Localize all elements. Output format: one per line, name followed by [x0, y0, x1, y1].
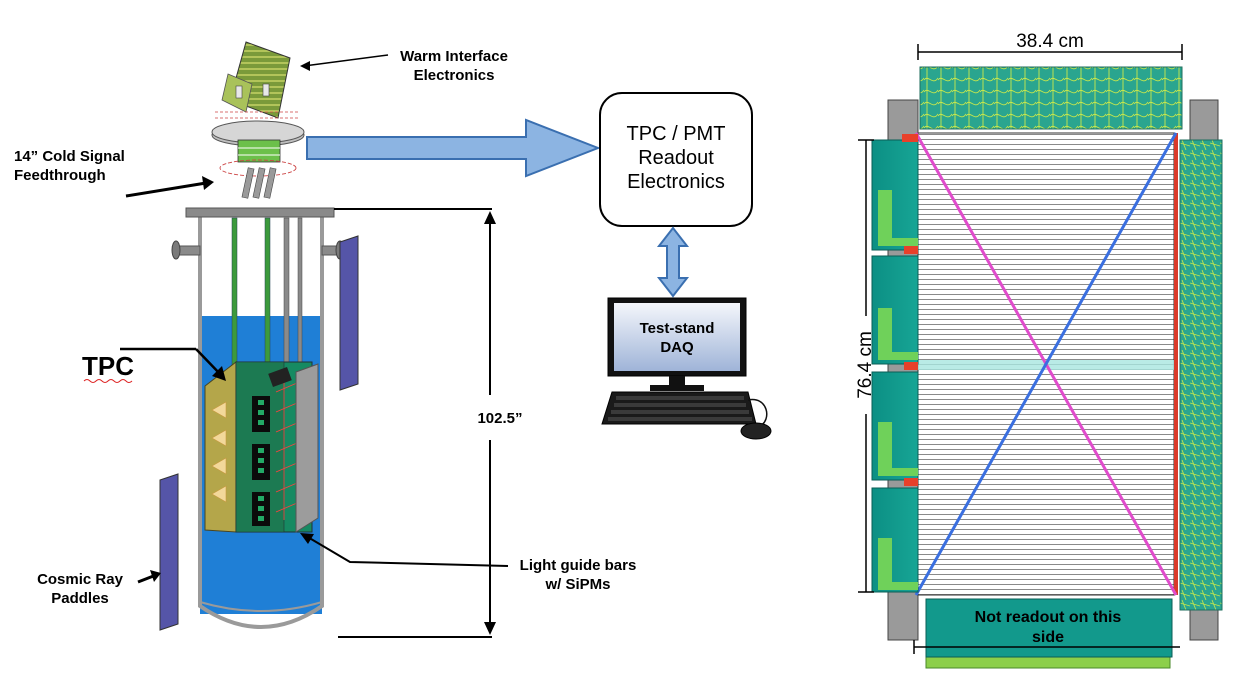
electronics-crate-icon	[215, 41, 298, 119]
readout-label: TPC / PMT Readout Electronics	[626, 123, 726, 193]
readout-box	[599, 92, 753, 227]
daq-link-arrow	[656, 226, 690, 298]
cosmic-paddle-upper	[339, 235, 359, 391]
width-dimension-label: 38.4 cm	[1016, 31, 1084, 52]
feedthrough-flange-icon	[211, 120, 305, 199]
tpc-assembly	[204, 360, 319, 533]
warm-interface-label: Warm Interface Electronics	[400, 48, 508, 84]
keyboard-icon	[601, 391, 757, 425]
height-dimension-label: 76.4 cm	[855, 331, 876, 399]
cosmic-paddles-label: Cosmic Ray Paddles	[37, 571, 123, 607]
daq-label: Test-stand DAQ	[639, 320, 715, 356]
height-label: 102.5”	[470, 409, 530, 429]
wire-plane-assembly	[871, 66, 1223, 669]
tpc-label: TPC	[82, 351, 134, 381]
monitor-icon	[607, 297, 747, 391]
not-readout-label: Not readout on this side	[974, 609, 1122, 646]
feedthrough-label: 14” Cold Signal Feedthrough	[14, 148, 125, 184]
light-guide-label: Light guide bars w/ SiPMs	[519, 557, 637, 593]
signal-arrow	[306, 118, 601, 178]
mouse-icon	[740, 398, 772, 440]
cosmic-paddle-lower	[159, 473, 179, 631]
